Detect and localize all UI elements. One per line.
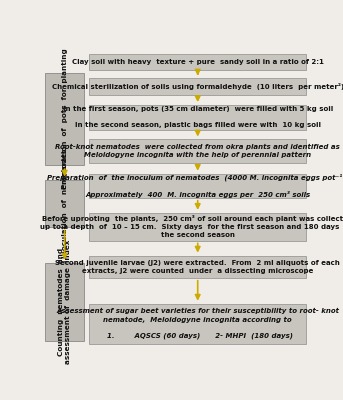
FancyBboxPatch shape <box>90 78 306 94</box>
Text: In the first season, pots (35 cm diameter)  were filled with 5 kg soil

In the s: In the first season, pots (35 cm diamete… <box>62 106 333 128</box>
Text: Second juvenile larvae (J2) were extracted.  From  2 ml aliquots of each
extract: Second juvenile larvae (J2) were extract… <box>55 260 340 274</box>
FancyBboxPatch shape <box>90 174 306 198</box>
FancyBboxPatch shape <box>45 180 84 228</box>
Text: Chemical sterilization of soils using formaldehyde  (10 liters  per meter²): Chemical sterilization of soils using fo… <box>52 83 343 90</box>
Text: Preparation  of  the inoculum of nematodes  (4000 M. incognita eggs pot⁻¹ )

App: Preparation of the inoculum of nematodes… <box>47 173 343 198</box>
Text: Inoculation  of  nematodes: Inoculation of nematodes <box>62 149 68 258</box>
FancyBboxPatch shape <box>90 213 306 240</box>
Text: Assessment of sugar beet varieties for their susceptibility to root- knot
nemato: Assessment of sugar beet varieties for t… <box>56 308 339 339</box>
FancyBboxPatch shape <box>90 139 306 163</box>
FancyBboxPatch shape <box>45 73 84 165</box>
Text: Clay soil with heavy  texture + pure  sandy soil in a ratio of 2:1: Clay soil with heavy texture + pure sand… <box>72 59 324 65</box>
FancyBboxPatch shape <box>90 105 306 130</box>
Text: Before uprooting  the plants,  250 cm³ of soil around each plant was collected
u: Before uprooting the plants, 250 cm³ of … <box>40 215 343 238</box>
Text: Preparation  of  pots  for  planting: Preparation of pots for planting <box>62 48 68 189</box>
FancyBboxPatch shape <box>90 256 306 278</box>
Text: Root-knot nematodes  were collected from okra plants and identified as
Meloidogy: Root-knot nematodes were collected from … <box>55 144 340 158</box>
FancyBboxPatch shape <box>90 304 306 344</box>
FancyBboxPatch shape <box>45 263 84 341</box>
Text: Counting  nematodes  and
assessment of  damage  index: Counting nematodes and assessment of dam… <box>58 240 71 364</box>
FancyBboxPatch shape <box>90 54 306 70</box>
